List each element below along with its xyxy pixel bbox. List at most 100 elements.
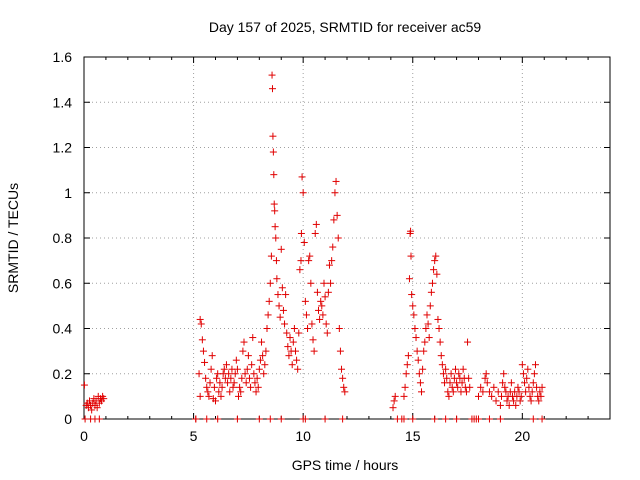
data-point: [288, 361, 296, 369]
data-point: [218, 383, 226, 391]
data-point: [204, 388, 212, 396]
data-point: [271, 223, 279, 231]
data-point: [458, 379, 466, 387]
data-point: [266, 279, 274, 287]
data-point: [247, 383, 255, 391]
data-point: [263, 325, 271, 332]
data-point: [278, 284, 286, 292]
data-point: [421, 338, 429, 346]
data-point: [454, 383, 462, 391]
data-point: [494, 388, 502, 396]
data-point: [225, 370, 233, 378]
data-point: [503, 397, 511, 405]
data-point: [297, 257, 305, 265]
data-point: [535, 397, 543, 405]
x-tick-label: 20: [515, 428, 531, 444]
data-point: [253, 374, 261, 382]
data-point: [527, 397, 535, 405]
x-tick-label: 5: [190, 428, 198, 444]
data-point: [525, 383, 533, 391]
data-point: [232, 356, 240, 364]
data-point: [338, 365, 346, 373]
data-point: [260, 370, 268, 378]
data-point: [299, 189, 307, 197]
data-point: [536, 388, 544, 396]
y-tick-label: 0.8: [53, 230, 73, 246]
data-point: [442, 365, 450, 373]
x-axis-label: GPS time / hours: [292, 457, 399, 473]
data-point: [271, 207, 279, 215]
data-point: [302, 311, 310, 319]
data-point: [498, 392, 506, 400]
data-point: [325, 261, 333, 269]
data-point: [298, 173, 306, 181]
data-point: [412, 334, 420, 342]
data-point: [340, 383, 348, 391]
data-point: [475, 415, 482, 423]
data-point: [528, 388, 536, 396]
data-point: [538, 383, 546, 391]
data-point: [289, 338, 297, 346]
data-point: [466, 383, 474, 391]
data-point: [409, 302, 417, 310]
data-point: [285, 352, 293, 360]
data-point: [201, 358, 209, 366]
data-point: [402, 370, 410, 378]
data-point: [319, 311, 327, 319]
data-point: [522, 388, 530, 396]
data-point: [442, 415, 450, 423]
data-point: [505, 401, 513, 409]
data-point: [291, 347, 299, 355]
data-point: [439, 370, 447, 378]
data-point: [243, 365, 251, 373]
data-point: [317, 297, 325, 305]
data-point: [242, 379, 250, 387]
data-point: [422, 325, 430, 332]
data-point: [409, 415, 417, 423]
data-point: [434, 315, 442, 323]
data-point: [427, 288, 435, 296]
y-tick-label: 1.2: [53, 140, 73, 156]
data-point: [197, 320, 205, 328]
data-point: [95, 415, 103, 423]
data-point: [308, 320, 316, 328]
data-point: [284, 343, 292, 351]
data-point: [518, 361, 526, 369]
data-point: [400, 415, 408, 423]
data-point: [481, 374, 489, 382]
data-point: [229, 383, 237, 391]
data-point: [523, 374, 531, 382]
data-point: [236, 383, 244, 391]
data-point: [304, 325, 312, 332]
data-point: [389, 404, 397, 412]
data-point: [215, 388, 223, 396]
y-tick-label: 0.6: [53, 275, 73, 291]
data-point: [318, 302, 326, 310]
data-point: [315, 306, 323, 314]
data-point: [391, 392, 399, 400]
data-point: [100, 395, 108, 403]
data-point: [431, 257, 439, 265]
y-tick-label: 1.4: [53, 94, 73, 110]
data-point: [519, 370, 527, 378]
data-point: [485, 415, 493, 423]
data-point: [321, 415, 329, 423]
data-point: [490, 383, 498, 391]
data-point: [273, 275, 281, 283]
data-point: [341, 388, 349, 396]
data-point: [516, 397, 524, 405]
data-point: [248, 361, 256, 369]
data-point: [195, 370, 203, 378]
data-point: [266, 415, 274, 423]
data-point: [419, 365, 427, 373]
data-point: [401, 383, 409, 391]
data-point: [331, 189, 339, 197]
data-point: [485, 388, 493, 396]
data-point: [281, 320, 289, 328]
data-point: [255, 415, 263, 423]
chart-title: Day 157 of 2025, SRMTID for receiver ac5…: [209, 19, 482, 35]
plot-frame: [83, 56, 611, 420]
data-point: [207, 365, 215, 373]
data-point: [404, 352, 412, 360]
data-point: [328, 257, 336, 265]
